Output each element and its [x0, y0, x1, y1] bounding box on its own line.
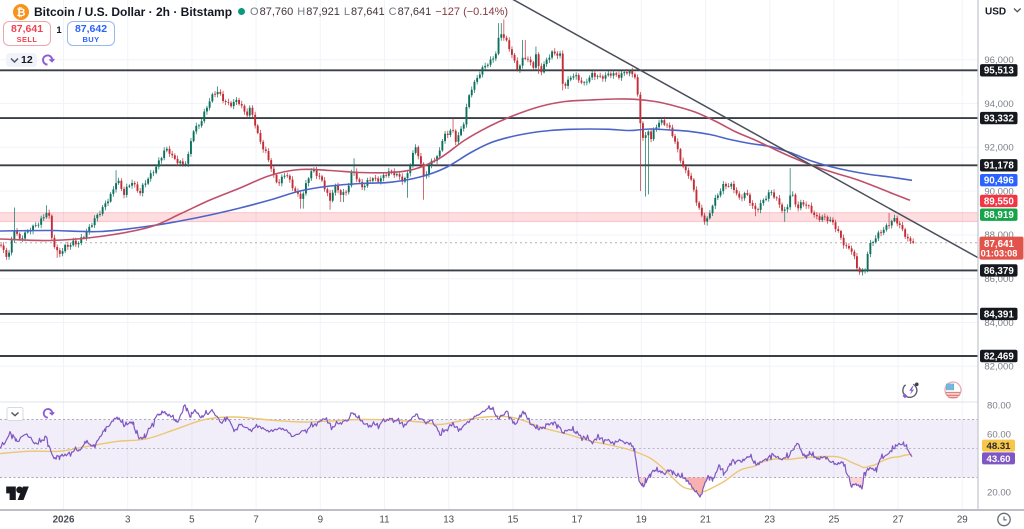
svg-text:15: 15 — [507, 515, 518, 526]
svg-text:7: 7 — [253, 515, 258, 526]
svg-text:91,178: 91,178 — [984, 161, 1015, 172]
svg-text:92,000: 92,000 — [984, 143, 1013, 154]
svg-text:86,000: 86,000 — [984, 274, 1013, 285]
svg-text:25: 25 — [828, 515, 839, 526]
svg-text:84,000: 84,000 — [984, 318, 1013, 329]
svg-text:3: 3 — [125, 515, 131, 526]
svg-text:80.00: 80.00 — [987, 400, 1011, 411]
svg-text:9: 9 — [318, 515, 323, 526]
svg-text:96,000: 96,000 — [984, 55, 1013, 66]
svg-text:27: 27 — [893, 515, 904, 526]
svg-text:93,332: 93,332 — [984, 114, 1015, 125]
svg-text:60.00: 60.00 — [987, 429, 1011, 440]
svg-text:2026: 2026 — [53, 515, 75, 526]
svg-text:82,000: 82,000 — [984, 362, 1013, 373]
svg-text:82,469: 82,469 — [984, 351, 1015, 362]
svg-text:90,496: 90,496 — [984, 176, 1015, 187]
svg-text:95,513: 95,513 — [984, 66, 1015, 77]
svg-text:88,919: 88,919 — [984, 210, 1015, 221]
svg-text:19: 19 — [636, 515, 647, 526]
svg-text:21: 21 — [700, 515, 711, 526]
svg-text:94,000: 94,000 — [984, 99, 1013, 110]
svg-text:23: 23 — [764, 515, 775, 526]
svg-text:87,641: 87,641 — [984, 239, 1015, 250]
svg-text:20.00: 20.00 — [987, 487, 1011, 498]
svg-text:88,000: 88,000 — [984, 230, 1013, 241]
svg-text:90,000: 90,000 — [984, 186, 1013, 197]
svg-text:11: 11 — [379, 515, 389, 526]
svg-text:5: 5 — [189, 515, 195, 526]
svg-text:86,379: 86,379 — [984, 266, 1015, 277]
svg-text:17: 17 — [572, 515, 583, 526]
svg-text:89,550: 89,550 — [984, 196, 1015, 207]
svg-text:USD: USD — [985, 7, 1006, 18]
svg-text:84,391: 84,391 — [984, 309, 1015, 320]
svg-text:13: 13 — [443, 515, 454, 526]
svg-text:01:03:08: 01:03:08 — [981, 249, 1018, 259]
svg-text:₿: ₿ — [17, 7, 26, 19]
svg-text:43.60: 43.60 — [986, 454, 1010, 465]
svg-text:48.31: 48.31 — [986, 441, 1011, 452]
svg-text:29: 29 — [957, 515, 968, 526]
